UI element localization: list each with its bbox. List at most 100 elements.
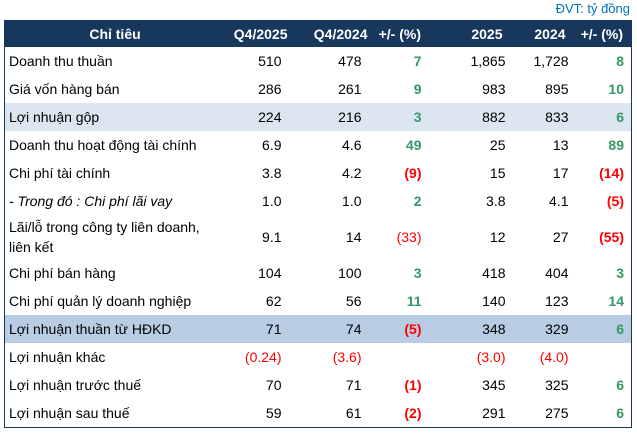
cell-2024: 123: [545, 293, 569, 309]
cell-q4-change: 2: [413, 193, 422, 209]
cell-q4-2024: 216: [295, 103, 376, 131]
cell-2024: 4.1: [549, 193, 569, 209]
cell-fy-change: 14: [608, 293, 624, 309]
row-label: Lợi nhuận khác: [9, 349, 106, 365]
cell-fy-change: 6: [573, 315, 632, 343]
cell-q4-2024: 4.6: [342, 137, 362, 153]
cell-fy-change: [574, 343, 632, 371]
cell-fy-change: 6: [616, 405, 624, 421]
cell-q4-2025: 510: [258, 53, 282, 69]
row-label: Doanh thu thuần: [9, 53, 113, 69]
table-row: Giá vốn hàng bán 286 261 9 983 895 10: [5, 75, 632, 103]
cell-2025: (3.0): [476, 349, 506, 365]
row-label: Lợi nhuận gộp: [4, 103, 226, 131]
cell-q4-2025: (0.24): [244, 349, 282, 365]
row-label: Lợi nhuận sau thuế: [9, 405, 130, 421]
cell-2024: 275: [545, 405, 569, 421]
table-row: Doanh thu thuần 510 478 7 1,865 1,728 8: [5, 47, 632, 75]
cell-q4-change: 3: [375, 103, 430, 131]
cell-q4-change: (9): [404, 165, 422, 181]
table-row: Lợi nhuận khác (0.24) (3.6) (3.0) (4.0): [5, 343, 632, 371]
cell-q4-change: 9: [413, 81, 422, 97]
cell-fy-change: (55): [599, 229, 624, 245]
table-header: Chỉ tiêu Q4/2025 Q4/2024 +/- (%) 2025 20…: [4, 20, 632, 47]
cell-2024: 833: [510, 103, 574, 131]
financial-results-table: Chỉ tiêu Q4/2025 Q4/2024 +/- (%) 2025 20…: [4, 20, 632, 428]
cell-q4-change: 49: [405, 137, 422, 153]
cell-q4-2025: 224: [225, 103, 296, 131]
cell-q4-2024: 1.0: [342, 193, 362, 209]
column-header-q4-2024: Q4/2024: [295, 20, 376, 47]
row-label: Chi phí bán hàng: [9, 265, 116, 281]
cell-fy-change: 89: [608, 137, 624, 153]
cell-q4-2025: 1.0: [262, 193, 282, 209]
cell-q4-2025: 3.8: [262, 165, 282, 181]
cell-2025: 140: [482, 293, 506, 309]
cell-q4-change: (5): [375, 315, 430, 343]
cell-2024: 13: [552, 137, 569, 153]
cell-2025: 348: [429, 315, 511, 343]
cell-2024: 404: [545, 265, 569, 281]
cell-2025: 418: [482, 265, 506, 281]
cell-2024: 895: [545, 81, 569, 97]
row-label: Chi phí quản lý doanh nghiệp: [9, 293, 192, 309]
table-row: Lợi nhuận gộp 224 216 3 882 833 6: [4, 103, 632, 131]
cell-2024: 329: [510, 315, 574, 343]
cell-q4-2025: 62: [265, 293, 282, 309]
cell-q4-change: 7: [413, 53, 422, 69]
cell-2025: 291: [482, 405, 506, 421]
cell-fy-change: 3: [616, 265, 624, 281]
cell-q4-2024: 61: [345, 405, 362, 421]
cell-q4-2025: 59: [265, 405, 282, 421]
cell-2024: 27: [552, 229, 569, 245]
cell-2024: 1,728: [533, 53, 569, 69]
cell-q4-2024: 74: [295, 315, 376, 343]
row-label: Lãi/lỗ trong công ty liên doanh, liên kế…: [9, 219, 200, 255]
row-label: Lợi nhuận trước thuế: [9, 377, 142, 393]
cell-2025: 25: [489, 137, 506, 153]
cell-q4-2024: 261: [338, 81, 362, 97]
cell-q4-2024: 14: [345, 229, 362, 245]
cell-q4-2025: 71: [225, 315, 296, 343]
cell-q4-2024: 4.2: [342, 165, 362, 181]
table-row: - Trong đó : Chi phí lãi vay 1.0 1.0 2 3.8 4.…: [5, 187, 632, 215]
cell-fy-change: (14): [599, 165, 624, 181]
cell-q4-2024: 100: [338, 265, 362, 281]
cell-fy-change: 6: [616, 377, 624, 393]
cell-q4-2024: 71: [345, 377, 362, 393]
cell-2025: 983: [482, 81, 506, 97]
cell-q4-change: 3: [413, 265, 422, 281]
cell-q4-2024: 56: [345, 293, 362, 309]
cell-q4-2025: 70: [265, 377, 282, 393]
row-label: Lợi nhuận thuần từ HĐKD: [4, 315, 226, 343]
table-row: Lợi nhuận sau thuế 59 61 (2) 291 275 6: [5, 399, 632, 428]
cell-fy-change: 6: [573, 103, 632, 131]
row-label: - Trong đó : Chi phí lãi vay: [9, 193, 173, 209]
cell-q4-2025: 6.9: [262, 137, 282, 153]
cell-q4-change: [376, 343, 430, 371]
cell-q4-change: (2): [404, 405, 422, 421]
cell-2025: 1,865: [470, 53, 506, 69]
cell-2025: 345: [482, 377, 506, 393]
cell-q4-change: (1): [404, 377, 422, 393]
table-row: Chi phí bán hàng 104 100 3 418 404 3: [5, 259, 632, 287]
table-row: Lợi nhuận thuần từ HĐKD 71 74 (5) 348 329 6: [4, 315, 632, 343]
row-label: Doanh thu hoạt động tài chính: [9, 137, 197, 153]
column-header-fy-change: +/- (%): [573, 20, 632, 47]
cell-q4-2025: 286: [258, 81, 282, 97]
header-row: Chỉ tiêu Q4/2025 Q4/2024 +/- (%) 2025 20…: [4, 20, 632, 47]
cell-fy-change: (5): [606, 193, 624, 209]
column-header-q4-2025: Q4/2025: [225, 20, 296, 47]
unit-label: ĐVT: tỷ đồng: [555, 1, 630, 16]
table-row: Lợi nhuận trước thuế 70 71 (1) 345 325 6: [5, 371, 632, 399]
cell-2024: 17: [552, 165, 569, 181]
table-row: Chi phí tài chính 3.8 4.2 (9) 15 17 (14): [5, 159, 632, 187]
cell-2025: 3.8: [486, 193, 506, 209]
cell-2024: 325: [545, 377, 569, 393]
cell-2025: 15: [489, 165, 506, 181]
cell-q4-change: (33): [396, 229, 422, 245]
cell-fy-change: 10: [608, 81, 624, 97]
cell-fy-change: 8: [616, 53, 624, 69]
table-row: Lãi/lỗ trong công ty liên doanh, liên kế…: [5, 215, 632, 259]
